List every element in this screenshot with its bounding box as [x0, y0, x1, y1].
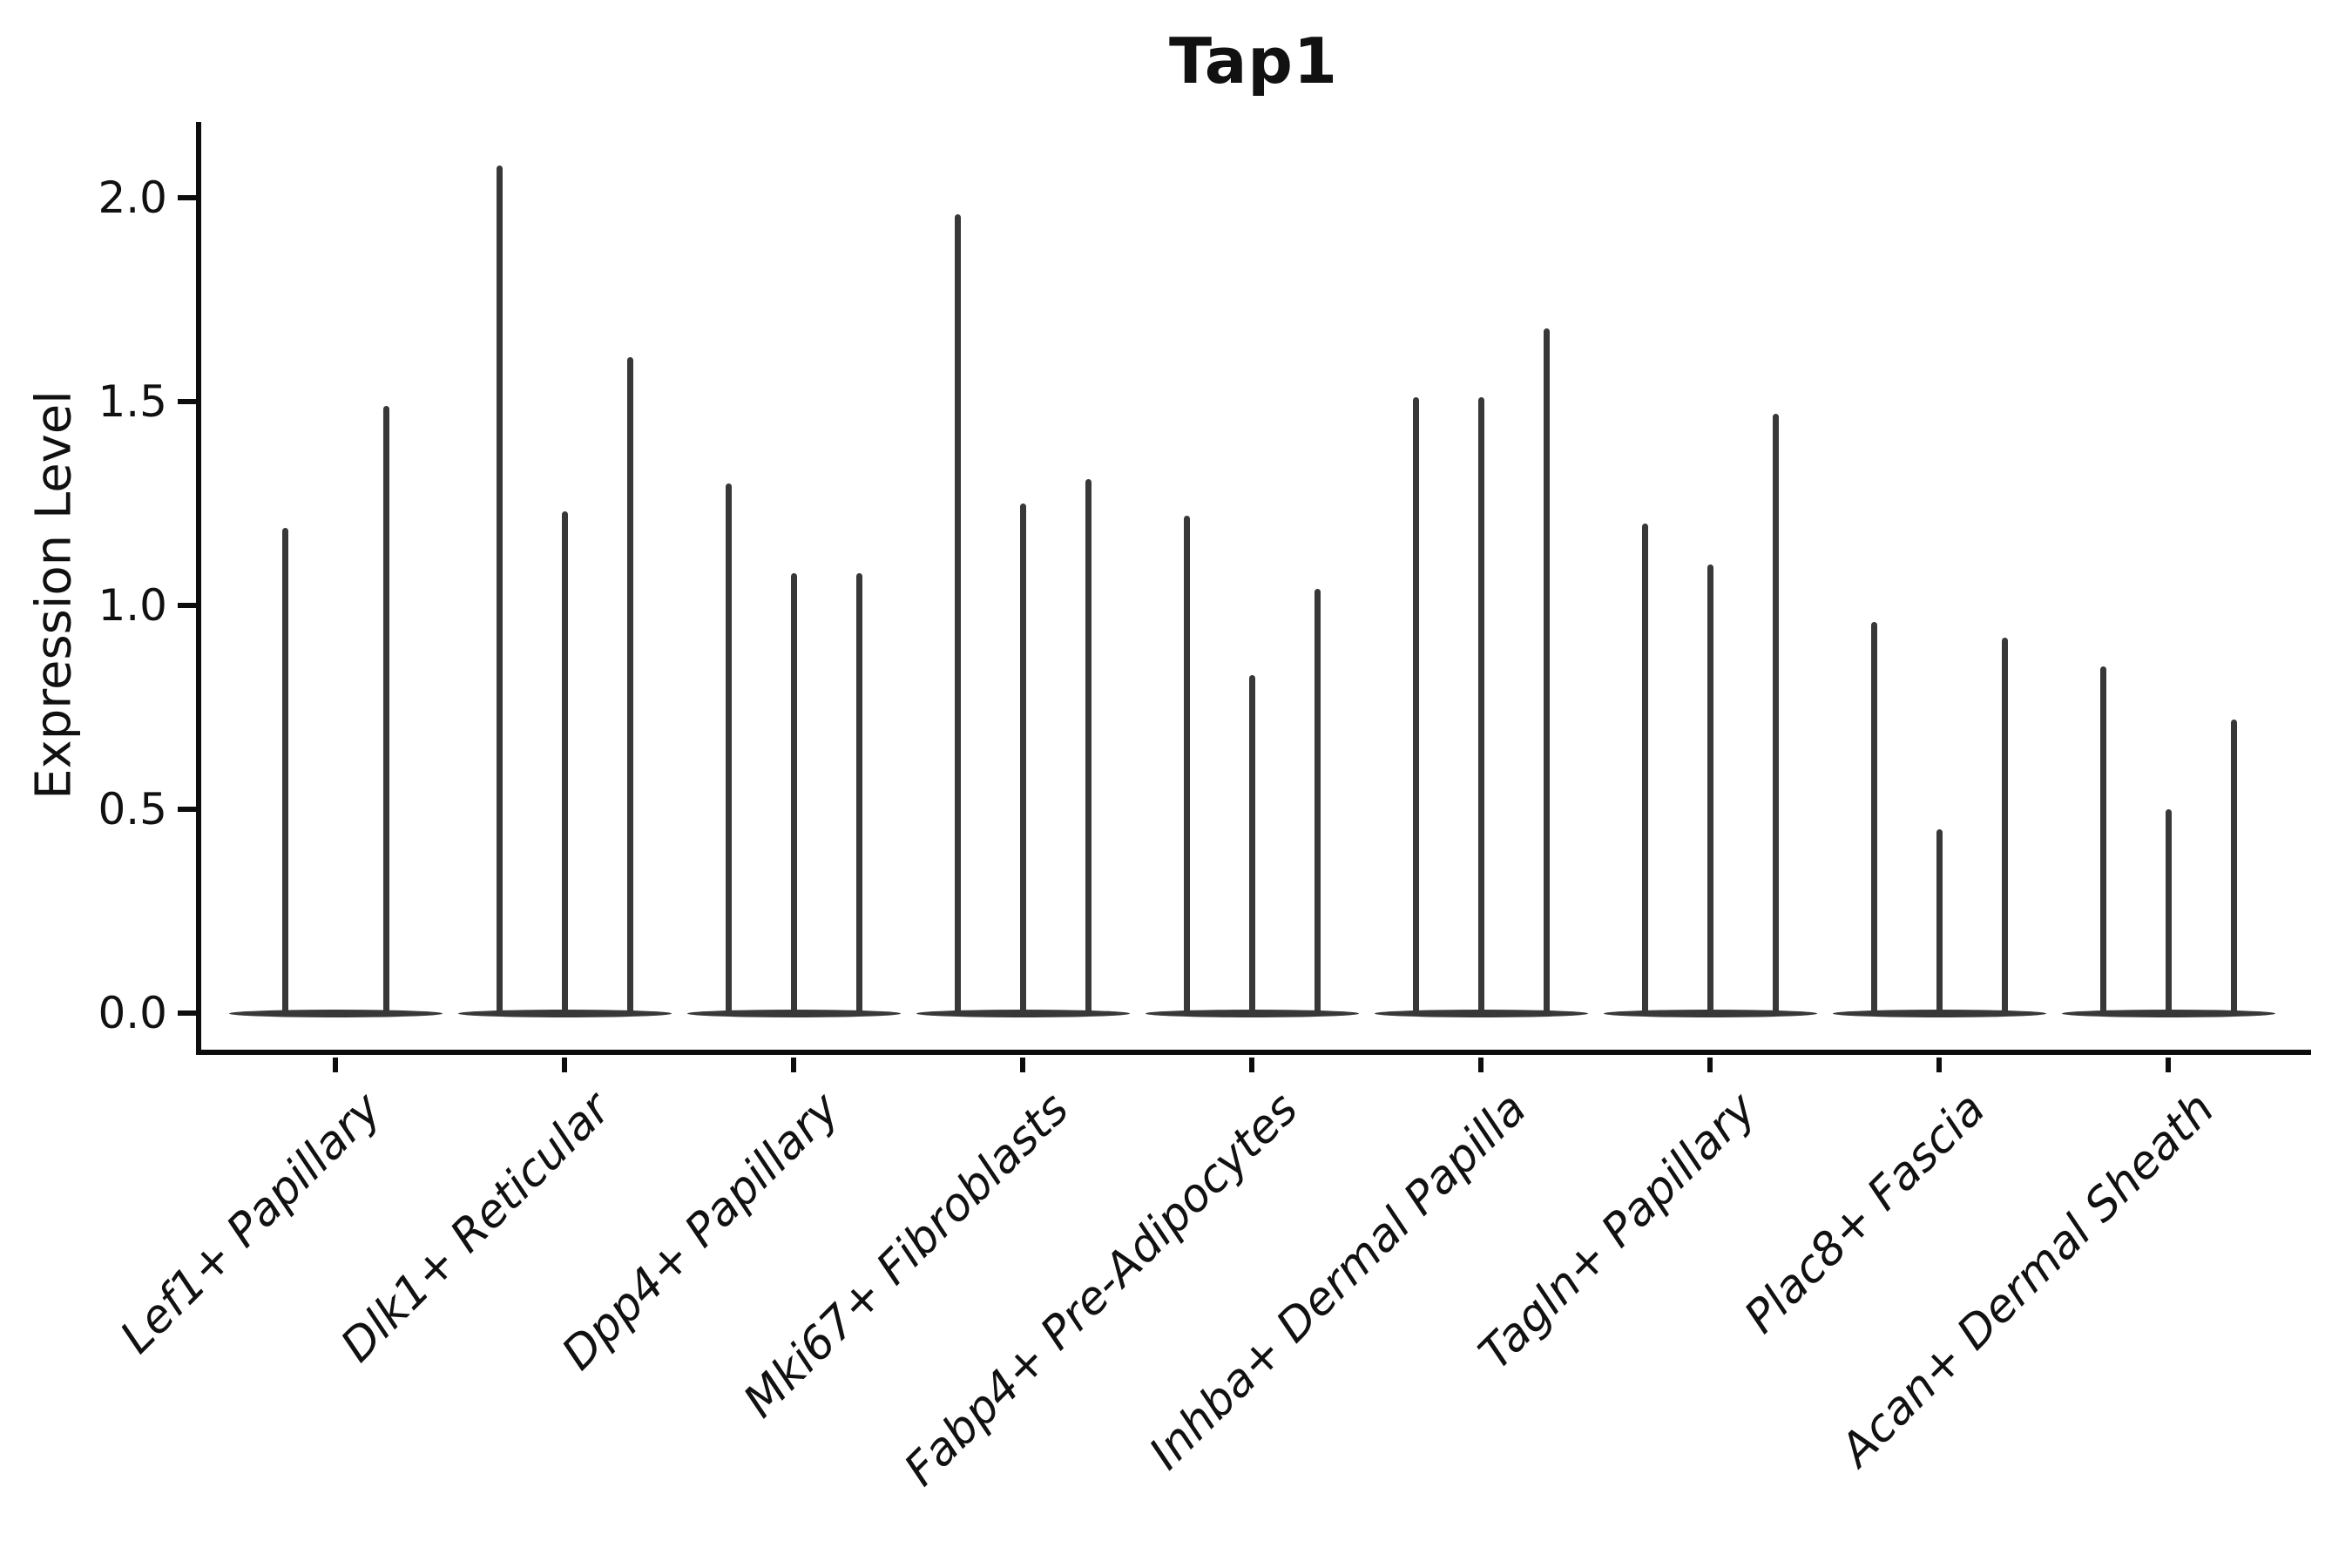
violin-spike	[382, 405, 389, 1013]
y-tick-mark	[178, 195, 196, 200]
violin-base	[916, 1009, 1130, 1017]
y-tick-label: 1.5	[98, 376, 167, 427]
violin-spike	[1707, 564, 1713, 1013]
violin-spike	[1870, 621, 1877, 1013]
x-tick-label: Fabp4+ Pre-Adipocytes	[894, 1083, 1308, 1497]
x-tick-mark	[1936, 1058, 1942, 1072]
violin-spike	[1019, 504, 1026, 1013]
violin-spike	[1183, 516, 1190, 1013]
y-tick-mark	[178, 1010, 196, 1016]
violin-base	[1374, 1009, 1588, 1017]
x-tick-mark	[333, 1058, 338, 1072]
x-tick-mark	[1707, 1058, 1713, 1072]
violin-spike	[954, 213, 961, 1013]
y-tick-mark	[178, 603, 196, 608]
violin-spike	[1248, 674, 1255, 1013]
y-tick-label: 1.0	[98, 580, 167, 631]
violin-spike	[496, 165, 503, 1013]
violin-spike	[790, 572, 797, 1013]
x-tick-label: Acan+ Dermal Sheath	[1830, 1083, 2225, 1477]
violin-spike	[1641, 524, 1648, 1013]
x-tick-mark	[2166, 1058, 2171, 1072]
y-tick-label: 0.0	[98, 988, 167, 1038]
violin-spike	[1936, 829, 1943, 1013]
violin-spike	[2165, 809, 2172, 1013]
x-tick-mark	[1478, 1058, 1484, 1072]
violin-base	[1603, 1009, 1817, 1017]
violin-base	[457, 1009, 672, 1017]
y-axis-label: Expression Level	[25, 390, 83, 800]
plot-area	[196, 122, 2311, 1055]
x-tick-label: Plac8+ Fascia	[1734, 1083, 1996, 1344]
violin-base	[1832, 1009, 2046, 1017]
violin-spike	[561, 511, 568, 1013]
x-tick-mark	[1020, 1058, 1025, 1072]
violin-spike	[2099, 666, 2106, 1013]
x-tick-mark	[562, 1058, 567, 1072]
violin-spike	[1772, 414, 1779, 1013]
x-tick-mark	[1249, 1058, 1254, 1072]
violin-spike	[2230, 720, 2237, 1013]
violin-spike	[1314, 589, 1321, 1013]
y-tick-label: 0.5	[98, 784, 167, 835]
x-tick-mark	[791, 1058, 796, 1072]
y-tick-label: 2.0	[98, 172, 167, 223]
y-tick-mark	[178, 807, 196, 812]
violin-spike	[2001, 638, 2008, 1013]
violin-spike	[1477, 397, 1484, 1013]
chart-title: Tap1	[1168, 24, 1339, 98]
violin-spike	[1412, 397, 1419, 1013]
violin-spike	[626, 356, 633, 1013]
violin-spike	[725, 483, 732, 1013]
violin-base	[1145, 1009, 1359, 1017]
x-tick-label: Inhba+ Dermal Papilla	[1139, 1083, 1538, 1480]
violin-spike	[855, 572, 862, 1013]
y-tick-mark	[178, 399, 196, 404]
violin-base	[686, 1009, 901, 1017]
violin-base	[2061, 1009, 2275, 1017]
violin-spike	[1543, 328, 1550, 1013]
violin-spike	[281, 528, 288, 1013]
violin-spike	[1085, 478, 1092, 1013]
violin-base	[228, 1009, 443, 1017]
